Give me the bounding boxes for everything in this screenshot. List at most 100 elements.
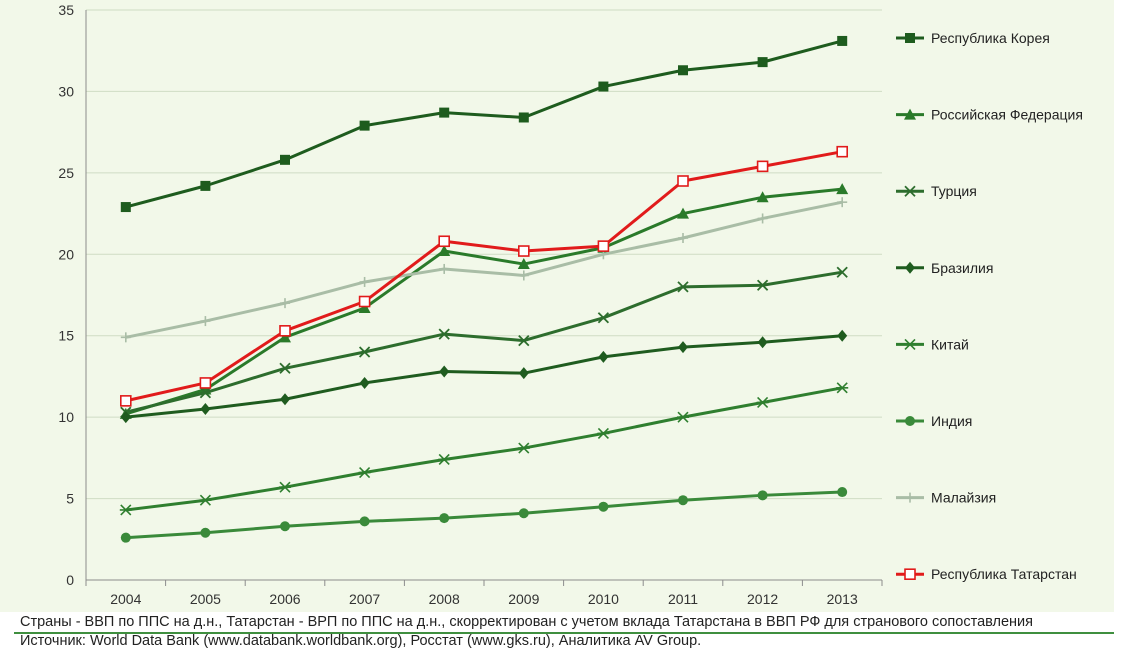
x-tick-label: 2006 [269,591,300,607]
marker-stroke [904,185,916,197]
axis-layer: 0 5 10 15 20 25 30 35 2004 2005 2006 2007 2008 2009 20… [58,2,883,607]
data-point [837,329,848,342]
data-point [598,81,609,92]
data-point [678,233,688,243]
legend-label: Бразилия [931,260,993,276]
data-point [200,316,211,327]
marker-stroke [358,346,371,358]
data-point [678,341,688,354]
data-point [757,213,768,224]
legend-swatch-marker [905,416,915,426]
y-tick-label: 25 [58,165,74,181]
grid-layer [86,9,882,500]
data-point [518,112,529,123]
legend-label: Индия [931,413,972,429]
data-point [279,331,291,343]
data-point [678,495,688,506]
series-group [120,197,848,343]
data-point [757,336,768,349]
data-point [836,145,849,158]
series-group [120,35,848,213]
data-point [359,120,370,131]
y-tick-label: 15 [58,328,74,344]
legend-label: Республика Корея [931,30,1050,46]
legend-item: Республика Татарстан [896,566,1077,582]
data-point [756,160,769,173]
data-point [359,516,370,527]
data-point [836,266,848,278]
data-point [120,395,132,407]
data-point [119,504,132,516]
y-tick-label: 10 [58,409,74,425]
legend-item: Республика Корея [896,30,1050,46]
legend-swatch-marker [905,261,915,274]
data-point [439,107,450,118]
legend-label: Республика Татарстан [931,566,1077,582]
data-point [439,263,450,274]
data-point [438,235,451,248]
series-line [125,270,843,414]
series-line [125,39,843,209]
footer-note: Страны - ВВП по ППС на д.н., Татарстан -… [20,614,1033,630]
x-tick-label: 2009 [508,591,539,607]
series-line [125,490,843,540]
legend-swatch-marker [904,568,916,581]
data-point [517,258,530,270]
data-point [199,387,212,399]
marker-stroke [677,281,689,293]
x-tick-label: 2008 [429,591,460,607]
legend-label: Китай [931,336,969,352]
marker-stroke [199,387,212,399]
legend-item: Российская Федерация [896,107,1083,123]
data-point [597,427,610,439]
data-point [518,508,529,519]
data-point [597,312,610,324]
data-point [518,367,529,380]
data-point [836,183,849,195]
legend-swatch-marker [905,33,915,43]
series-group [120,266,848,418]
data-point [439,365,450,378]
series-group [120,329,848,424]
data-point [756,396,769,409]
data-point [199,494,212,506]
series-group [119,382,849,516]
marker-stroke [756,279,769,291]
data-point [200,180,211,191]
x-tick-label: 2007 [349,591,380,607]
data-point [438,245,451,257]
legend-item: Турция [896,183,977,199]
data-point [837,35,848,46]
legend-item: Китай [896,336,969,352]
data-point [518,334,530,347]
x-tick-label: 2004 [110,591,141,607]
legend-item: Индия [896,413,972,429]
data-point [359,276,370,287]
legend-swatch-marker [904,338,916,350]
data-point [518,270,529,281]
legend-label: Турция [931,183,977,199]
x-tick-label: 2011 [668,591,698,607]
data-point [598,350,609,363]
y-tick-label: 30 [58,83,74,99]
data-point [279,481,291,493]
data-point [438,453,451,466]
x-tick-label: 2005 [190,591,221,607]
y-tick-label: 20 [58,246,74,262]
data-point [757,490,768,501]
data-point [120,332,131,343]
series-group [119,183,849,419]
data-point [358,466,371,479]
data-point [677,175,689,187]
footer: Страны - ВВП по ППС на д.н., Татарстан -… [20,613,1114,651]
data-point [517,442,530,454]
series-line [125,150,843,403]
legend-item: Малайзия [896,490,996,506]
data-point [358,295,371,308]
data-point [280,393,290,406]
data-point [279,362,291,374]
data-point [677,207,689,219]
data-point [597,240,610,252]
data-point [120,532,131,543]
data-point [359,376,370,389]
